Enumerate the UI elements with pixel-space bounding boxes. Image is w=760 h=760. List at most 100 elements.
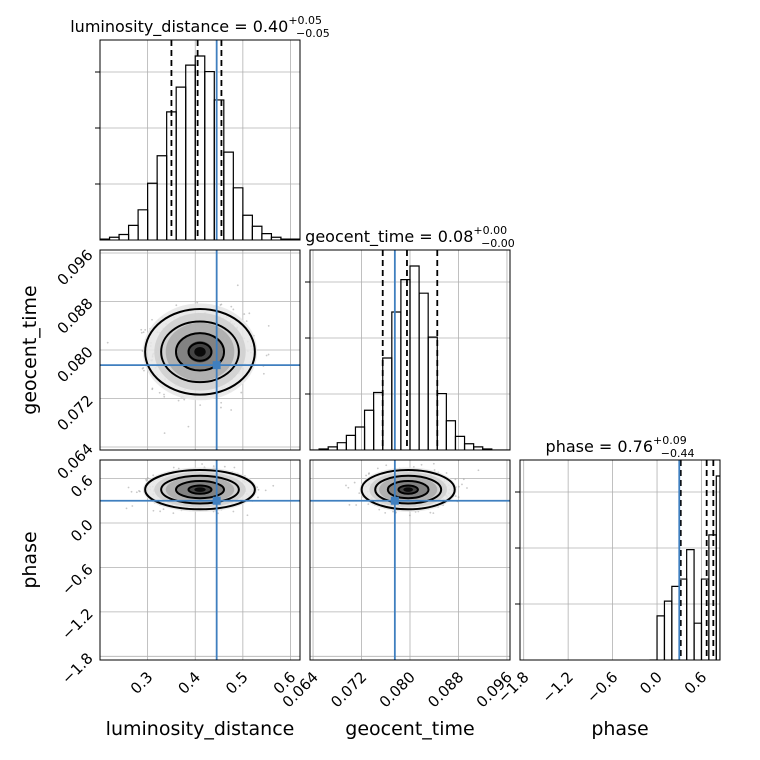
y-tick-label: 0.064 — [54, 440, 97, 483]
truth-marker — [212, 496, 221, 505]
y-tick-label: 0.080 — [54, 343, 97, 386]
sample-point — [135, 491, 138, 494]
x-tick-label: 0.6 — [681, 668, 711, 698]
hist-bar — [427, 336, 438, 450]
truth-marker — [212, 361, 221, 370]
ylabel-phase: phase — [19, 531, 41, 588]
y-tick-label: 0.072 — [54, 391, 97, 434]
hist-bar — [336, 442, 347, 450]
density-panel-phase-vs-geocent-time — [309, 459, 511, 661]
title-phase: phase = 0.76+0.09 −0.44 — [546, 434, 695, 460]
hist-bar — [656, 615, 666, 660]
sample-point — [262, 372, 265, 375]
sample-point — [177, 399, 180, 402]
hist-panel-phase — [515, 459, 721, 661]
sample-point — [384, 511, 387, 514]
sample-point — [151, 388, 154, 391]
sample-point — [140, 331, 143, 334]
sample-point — [267, 325, 270, 327]
sample-point — [199, 404, 202, 407]
sample-point — [163, 393, 165, 396]
hist-bar — [686, 549, 695, 660]
contour-line — [160, 320, 240, 384]
xlabel-luminosity-distance: luminosity_distance — [106, 718, 295, 740]
sample-point — [429, 511, 432, 514]
hist-bar — [671, 585, 680, 660]
sample-point — [477, 469, 480, 472]
sample-point — [138, 489, 140, 492]
sample-point — [347, 486, 350, 489]
sample-point — [201, 463, 203, 465]
sample-point — [236, 284, 239, 287]
contour-line — [374, 474, 443, 505]
hist-bar — [700, 578, 710, 660]
hist-bar — [147, 182, 158, 240]
sample-point — [127, 486, 130, 489]
panel-frame — [309, 459, 511, 661]
sample-point — [257, 488, 260, 491]
hist-bar — [418, 292, 429, 450]
sample-point — [367, 503, 370, 505]
sample-point — [412, 465, 415, 468]
hist-bar — [693, 622, 703, 660]
sample-point — [462, 478, 465, 481]
contour-line — [144, 307, 256, 396]
sample-point — [365, 474, 368, 477]
sample-point — [466, 487, 468, 489]
sample-point — [457, 485, 460, 488]
sample-point — [248, 312, 251, 315]
sample-point — [223, 465, 226, 468]
sample-point — [432, 512, 435, 515]
density-clip — [100, 460, 300, 660]
sample-point — [457, 496, 460, 499]
sample-point — [158, 391, 161, 394]
sample-point — [152, 509, 155, 512]
x-tick-labels-phase: −1.8 −1.2 −0.6 0.0 0.6 — [494, 668, 710, 706]
panel-frame — [309, 249, 511, 451]
hist-bar — [232, 187, 244, 240]
sample-point — [130, 490, 133, 493]
sample-point — [172, 466, 175, 469]
sample-point — [264, 489, 267, 492]
hist-bar — [156, 155, 168, 240]
x-tick-label: −0.6 — [583, 668, 621, 706]
sample-point — [385, 464, 388, 467]
contour-line — [144, 469, 256, 511]
y-tick-labels-geocent-time: 0.064 0.072 0.080 0.088 0.096 — [54, 246, 97, 483]
y-tick-label: 0.088 — [54, 294, 97, 337]
sample-point — [125, 507, 128, 510]
sample-point — [243, 313, 246, 315]
sample-point — [378, 508, 381, 511]
sample-point — [141, 367, 144, 370]
hist-bar — [175, 86, 187, 240]
x-tick-label: −1.2 — [538, 668, 576, 706]
hist-bar — [354, 426, 366, 450]
density-panel-phase-vs-luminosity-distance — [99, 459, 301, 661]
x-tick-label: 0.5 — [222, 668, 252, 698]
sample-point — [272, 484, 275, 487]
hist-clip — [100, 40, 300, 240]
sample-point — [220, 303, 223, 306]
ylabel-geocent-time: geocent_time — [19, 285, 41, 414]
sample-point — [187, 425, 190, 428]
sample-point — [159, 510, 162, 513]
y-tick-label: 0.096 — [54, 246, 97, 289]
sample-point — [257, 496, 259, 499]
x-tick-labels-geocent-time: 0.064 0.072 0.080 0.088 0.096 — [279, 668, 516, 711]
sample-point — [433, 469, 436, 471]
density-level — [403, 487, 414, 492]
sample-point — [162, 508, 165, 511]
sample-point — [196, 301, 199, 304]
sample-point — [152, 474, 155, 477]
truth-marker — [390, 496, 399, 505]
sample-point — [454, 478, 457, 481]
sample-point — [348, 503, 351, 506]
x-tick-label: 0.3 — [127, 668, 157, 698]
hist-bar — [127, 224, 139, 240]
density-panel-geocent-time-vs-luminosity-distance — [99, 249, 301, 451]
sample-point — [232, 308, 235, 311]
xlabel-phase: phase — [591, 718, 648, 740]
x-tick-label: 0.088 — [424, 668, 467, 711]
sample-point — [240, 391, 243, 394]
